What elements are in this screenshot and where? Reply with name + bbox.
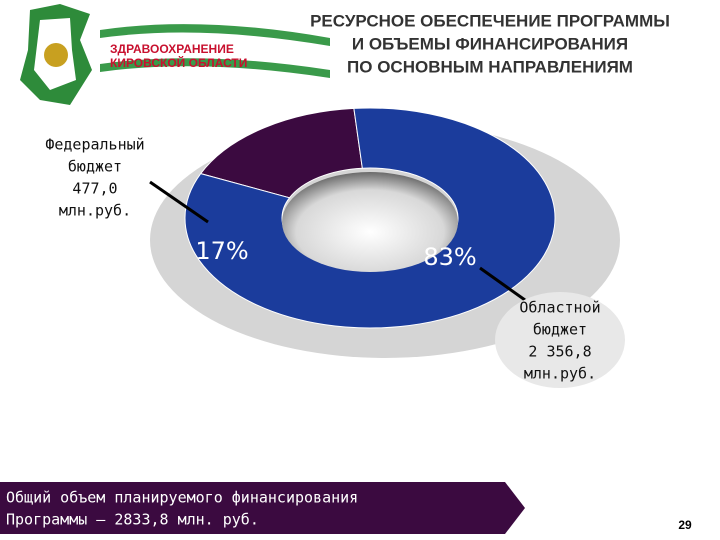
slice-label: млн.руб. (59, 202, 131, 220)
footer-text: Программы – 2833,8 млн. руб. (6, 511, 259, 529)
slice-label: млн.руб. (524, 365, 596, 383)
footer-text: Общий объем планируемого финансирования (6, 489, 358, 507)
donut: 17% 83% (150, 107, 620, 358)
slice-label: 477,0 (72, 180, 117, 198)
slice-label: бюджет (68, 158, 122, 176)
title: РЕСУРСНОЕ ОБЕСПЕЧЕНИЕ ПРОГРАММЫ (310, 11, 670, 30)
slice-label: 2 356,8 (528, 343, 591, 361)
title: ПО ОСНОВНЫМ НАПРАВЛЕНИЯМ (347, 57, 633, 76)
slice-label: Федеральный (45, 136, 144, 154)
percent-label: 17% (195, 237, 248, 265)
labels: Федеральный бюджет 477,0 млн.руб. Областной б… (45, 136, 625, 388)
logo-text: КИРОВСКОЙ ОБЛАСТИ (110, 55, 247, 70)
leader-line (149, 180, 209, 224)
page-number: 29 (678, 518, 692, 532)
hole (282, 172, 458, 272)
logo: ЗДРАВООХРАНЕНИЕ КИРОВСКОЙ ОБЛАСТИ (20, 4, 330, 105)
slice (199, 107, 363, 199)
title: И ОБЪЕМЫ ФИНАНСИРОВАНИЯ (352, 34, 628, 53)
percent-label: 83% (423, 243, 476, 271)
label-bg (495, 292, 625, 388)
logo-text: ЗДРАВООХРАНЕНИЕ (110, 42, 234, 56)
leader-line (479, 266, 526, 302)
footer-box (0, 482, 525, 534)
slice-label: бюджет (533, 321, 587, 339)
slice-label: Областной (519, 299, 600, 317)
